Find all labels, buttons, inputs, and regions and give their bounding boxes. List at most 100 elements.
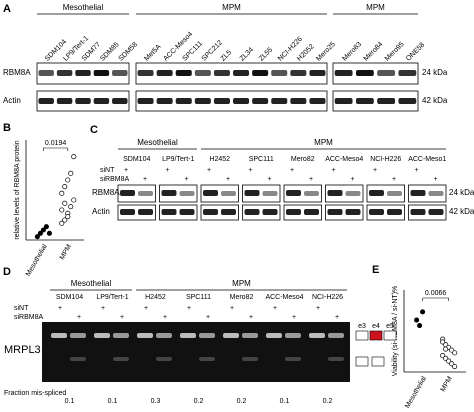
blot (159, 204, 198, 221)
plus: + (316, 305, 320, 312)
band (194, 70, 211, 76)
data-point (443, 346, 449, 352)
exon (371, 356, 385, 367)
row-label: RBM8A (92, 188, 120, 197)
band (285, 357, 301, 361)
lane-label: SDM58 (118, 41, 140, 63)
plus: + (433, 176, 437, 183)
band (369, 190, 384, 196)
band (377, 98, 396, 104)
lane-label: ONE58 (405, 41, 426, 62)
band (120, 190, 135, 196)
data-point (420, 309, 426, 315)
plus: + (331, 167, 335, 174)
band (309, 98, 326, 104)
band (180, 333, 196, 338)
fraction-value: 0.3 (151, 398, 161, 405)
lane-label: ZL5 (220, 49, 234, 63)
size-label: 42 kDa (422, 96, 448, 105)
data-point (40, 227, 46, 233)
band (410, 209, 426, 215)
row-label: Actin (92, 207, 110, 216)
band (290, 70, 307, 76)
band (179, 191, 195, 196)
band (428, 209, 444, 215)
fraction-value: 0.2 (323, 398, 333, 405)
panel-label: C (90, 124, 98, 136)
lane-label: Met5A (143, 43, 162, 62)
plus: + (184, 176, 188, 183)
plus: + (143, 176, 147, 183)
blot (332, 62, 419, 85)
band (113, 357, 129, 361)
band (156, 333, 172, 338)
group-label: Mesothelial (63, 3, 104, 12)
size-label: 24 kDa (422, 68, 448, 77)
data-point (59, 220, 65, 226)
panel-label: D (3, 266, 11, 278)
band (387, 191, 402, 196)
blot (283, 184, 322, 203)
band (387, 209, 402, 215)
blot (283, 204, 322, 221)
group-label: Mesothelial (71, 279, 112, 288)
plus: + (230, 305, 234, 312)
fraction-value: 0.1 (280, 398, 290, 405)
panel-label: A (3, 3, 11, 15)
lane-label: NCI-H226 (312, 294, 343, 301)
band (345, 191, 361, 196)
blot (366, 204, 405, 221)
data-point (71, 197, 77, 203)
x-tick-label: Mesothelial (25, 243, 49, 278)
band (252, 70, 269, 76)
blot (159, 184, 198, 203)
blot (325, 184, 364, 203)
lane-label: Mero25 (315, 41, 337, 63)
plus: + (392, 176, 396, 183)
band (242, 357, 258, 361)
blot (408, 184, 447, 203)
band (138, 191, 153, 196)
p-value: 0.0066 (425, 290, 447, 297)
plus: + (249, 314, 253, 321)
plus: + (273, 305, 277, 312)
band (304, 191, 319, 196)
plus: + (58, 305, 62, 312)
band (70, 333, 86, 338)
band (223, 333, 239, 338)
band (244, 209, 260, 215)
band (38, 98, 54, 104)
band (75, 70, 91, 76)
band (233, 70, 250, 76)
exon-label: e3 (358, 323, 366, 330)
blot (36, 62, 130, 85)
lane-label: LP9/Tert-1 (96, 294, 128, 301)
p-value: 0.0194 (45, 140, 67, 147)
band (93, 70, 110, 76)
data-point (59, 207, 65, 213)
group-label: MPM (366, 3, 385, 12)
band (327, 190, 343, 196)
group-label: MPM (314, 138, 333, 147)
band (328, 357, 344, 361)
band (244, 190, 260, 196)
data-point (68, 170, 74, 176)
band (156, 98, 173, 104)
lane-label: SPC111 (249, 156, 274, 163)
band (203, 190, 218, 196)
plus: + (335, 314, 339, 321)
band (309, 70, 326, 76)
band (203, 209, 218, 215)
size-label: 42 kDa (449, 207, 474, 216)
gel (42, 322, 350, 382)
band (304, 209, 319, 215)
gene-label: MRPL3 (4, 344, 41, 356)
band (398, 70, 417, 76)
plus: + (101, 305, 105, 312)
lane-label: Mero95 (384, 41, 406, 63)
band (221, 209, 236, 215)
band (242, 333, 258, 338)
band (161, 209, 177, 215)
band (93, 98, 110, 104)
